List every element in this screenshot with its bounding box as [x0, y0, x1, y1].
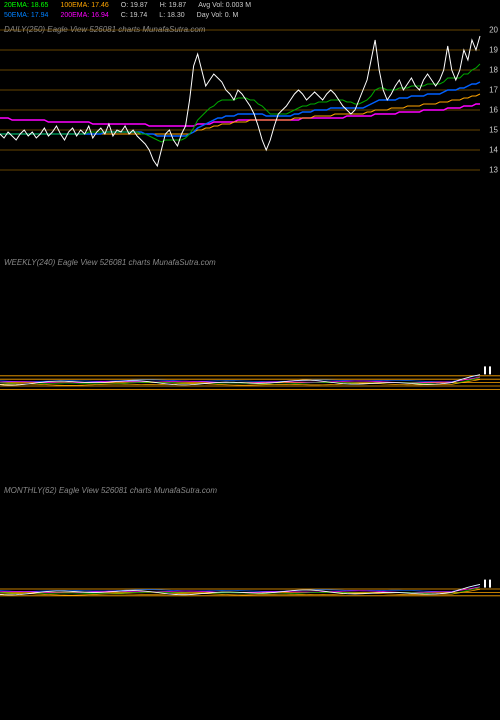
y-axis-tick: 18 [489, 66, 498, 75]
indicator-label: H: [160, 2, 167, 9]
indicator-value: 17.94 [31, 12, 49, 19]
y-axis-tick: 13 [489, 166, 498, 175]
indicator-item: 50EMA:17.94 [4, 12, 48, 19]
y-axis-tick: 20 [489, 26, 498, 35]
indicator-value: 19.74 [130, 12, 148, 19]
indicator-label: 100EMA: [60, 2, 89, 9]
indicator-item: Avg Vol:0.003 M [198, 2, 251, 9]
indicator-item: L:18.30 [159, 12, 184, 19]
indicator-value: 0.003 M [226, 2, 251, 9]
chart-panel-daily [0, 20, 500, 180]
y-axis-tick: 16 [489, 106, 498, 115]
indicator-label: Avg Vol: [198, 2, 224, 9]
indicator-label: 200EMA: [60, 12, 89, 19]
indicator-label: C: [121, 12, 128, 19]
chart-panel-monthly [0, 470, 500, 640]
indicator-item: 100EMA:17.46 [60, 2, 108, 9]
indicator-value: 19.87 [130, 2, 148, 9]
indicator-value: 18.65 [31, 2, 49, 9]
y-axis-tick: 19 [489, 46, 498, 55]
y-axis-tick: 14 [489, 146, 498, 155]
indicator-item: 20EMA:18.65 [4, 2, 48, 9]
indicator-label: Day Vol: [197, 12, 223, 19]
indicator-value: 0. M [225, 12, 239, 19]
indicator-value: 19.87 [169, 2, 187, 9]
indicator-label: 50EMA: [4, 12, 29, 19]
indicator-value: 16.94 [91, 12, 109, 19]
indicator-item: O:19.87 [121, 2, 148, 9]
indicator-label: L: [159, 12, 165, 19]
y-axis-tick: 17 [489, 86, 498, 95]
indicator-value: 18.30 [167, 12, 185, 19]
indicator-value: 17.46 [91, 2, 109, 9]
indicator-item: Day Vol:0. M [197, 12, 239, 19]
indicator-label: 20EMA: [4, 2, 29, 9]
indicator-label: O: [121, 2, 128, 9]
y-axis-tick: 15 [489, 126, 498, 135]
indicator-item: C:19.74 [121, 12, 148, 19]
chart-panel-weekly [0, 250, 500, 420]
indicator-item: 200EMA:16.94 [60, 12, 108, 19]
indicator-item: H:19.87 [160, 2, 187, 9]
